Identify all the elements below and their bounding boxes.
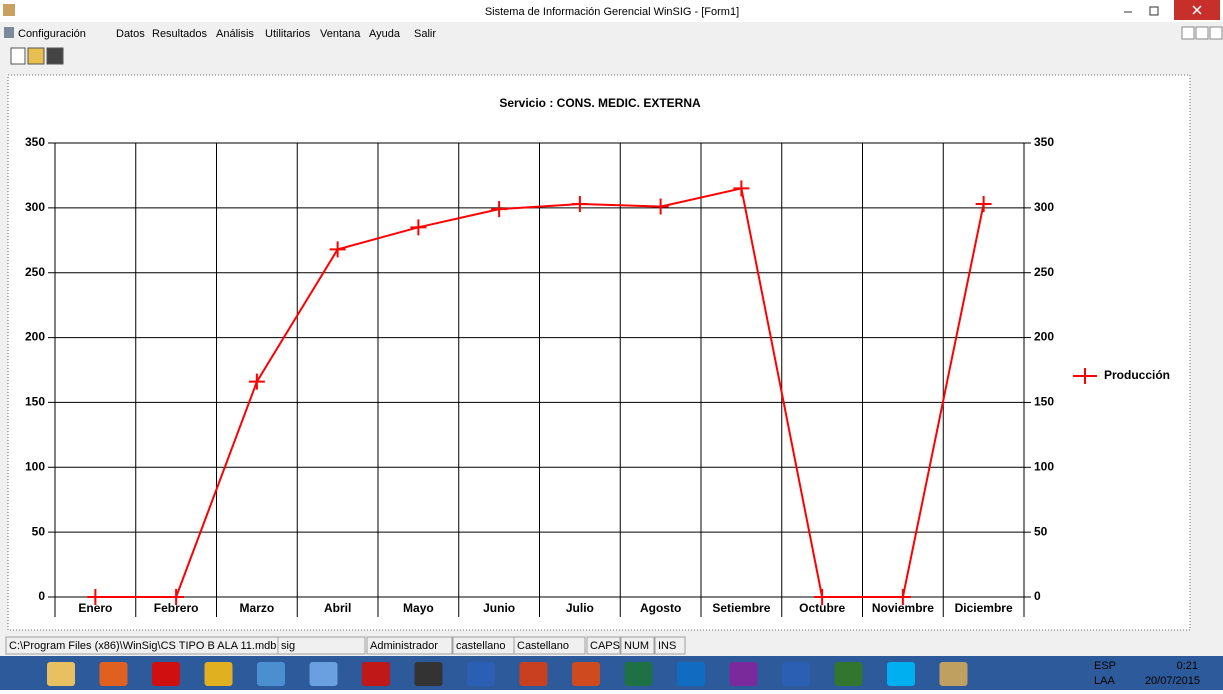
window-title: Sistema de Información Gerencial WinSIG … (485, 6, 739, 18)
y2-tick-label: 300 (1034, 200, 1054, 214)
tray-language: ESP (1094, 660, 1116, 672)
taskbar-app[interactable] (520, 662, 548, 686)
menu-item[interactable]: Ventana (320, 28, 361, 40)
taskbar-app[interactable] (625, 662, 653, 686)
y-tick-label: 250 (25, 265, 45, 279)
menu-item[interactable]: Utilitarios (265, 28, 311, 40)
y-tick-label: 150 (25, 395, 45, 409)
x-tick-label: Abril (324, 601, 351, 615)
new-button[interactable] (11, 48, 25, 64)
open-button[interactable] (28, 48, 44, 64)
status-text: Administrador (370, 640, 438, 652)
taskbar-app[interactable] (467, 662, 495, 686)
x-tick-label: Setiembre (712, 601, 770, 615)
menu-item[interactable]: Resultados (152, 28, 208, 40)
taskbar-app[interactable] (835, 662, 863, 686)
taskbar-app[interactable] (100, 662, 128, 686)
y2-tick-label: 50 (1034, 524, 1048, 538)
taskbar-app[interactable] (257, 662, 285, 686)
x-tick-label: Junio (483, 601, 515, 615)
taskbar (0, 656, 1223, 690)
app-icon (3, 4, 15, 16)
status-text: C:\Program Files (x86)\WinSig\CS TIPO B … (9, 640, 276, 652)
mdi-minimize[interactable] (1182, 27, 1194, 39)
menu-item[interactable]: Salir (414, 28, 436, 40)
y2-tick-label: 350 (1034, 135, 1054, 149)
taskbar-app[interactable] (47, 662, 75, 686)
tray-date: 20/07/2015 (1145, 675, 1200, 687)
y2-tick-label: 0 (1034, 589, 1041, 603)
chart-panel (8, 75, 1190, 630)
status-text: CAPS (590, 640, 620, 652)
status-text: Castellano (517, 640, 569, 652)
mdi-restore[interactable] (1196, 27, 1208, 39)
status-text: sig (281, 640, 295, 652)
exit-button[interactable] (47, 48, 63, 64)
x-tick-label: Mayo (403, 601, 434, 615)
menu-item[interactable]: Configuración (18, 28, 86, 40)
taskbar-app[interactable] (362, 662, 390, 686)
y2-tick-label: 150 (1034, 395, 1054, 409)
y-tick-label: 300 (25, 200, 45, 214)
tray-region: LAA (1094, 675, 1115, 687)
taskbar-app[interactable] (572, 662, 600, 686)
y2-tick-label: 200 (1034, 330, 1054, 344)
taskbar-app[interactable] (310, 662, 338, 686)
taskbar-app[interactable] (415, 662, 443, 686)
toolbar (0, 44, 1223, 68)
taskbar-app[interactable] (677, 662, 705, 686)
y-tick-label: 200 (25, 330, 45, 344)
taskbar-app[interactable] (782, 662, 810, 686)
taskbar-app[interactable] (730, 662, 758, 686)
x-tick-label: Marzo (240, 601, 275, 615)
x-tick-label: Julio (566, 601, 594, 615)
y-tick-label: 50 (32, 524, 46, 538)
y2-tick-label: 250 (1034, 265, 1054, 279)
chart-title: Servicio : CONS. MEDIC. EXTERNA (499, 96, 701, 110)
menu-item[interactable]: Datos (116, 28, 145, 40)
status-text: NUM (624, 640, 649, 652)
taskbar-app[interactable] (887, 662, 915, 686)
mdi-close[interactable] (1210, 27, 1222, 39)
menu-item[interactable]: Análisis (216, 28, 254, 40)
screen: Sistema de Información Gerencial WinSIG … (0, 0, 1223, 690)
status-text: INS (658, 640, 676, 652)
page: Sistema de Información Gerencial WinSIG … (0, 0, 1223, 690)
menu-item[interactable]: Ayuda (369, 28, 401, 40)
x-tick-label: Diciembre (955, 601, 1013, 615)
y2-tick-label: 100 (1034, 459, 1054, 473)
legend-label: Producción (1104, 368, 1170, 382)
menu-icon (4, 27, 14, 38)
y-tick-label: 100 (25, 459, 45, 473)
y-tick-label: 0 (38, 589, 45, 603)
status-text: castellano (456, 640, 506, 652)
tray-time: 0:21 (1177, 660, 1198, 672)
y-tick-label: 350 (25, 135, 45, 149)
taskbar-app[interactable] (152, 662, 180, 686)
taskbar-app[interactable] (940, 662, 968, 686)
taskbar-app[interactable] (205, 662, 233, 686)
x-tick-label: Agosto (640, 601, 681, 615)
